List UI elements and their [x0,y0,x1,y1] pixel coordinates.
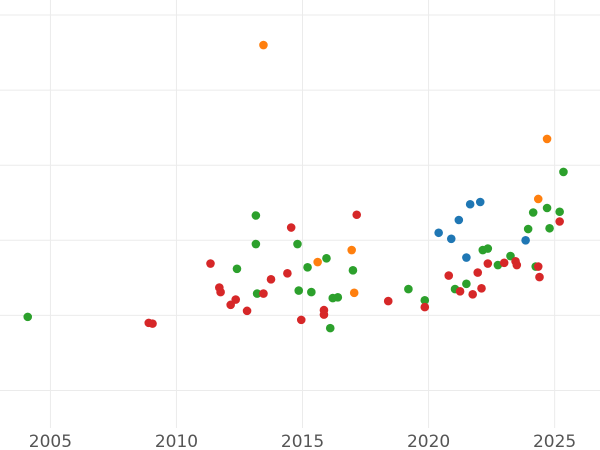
scatter-point [475,197,485,207]
scatter-point [454,215,464,225]
scatter-point [528,208,538,217]
scatter-point [259,40,268,50]
scatter-point [307,287,316,297]
scatter-point [251,239,261,249]
scatter-point [523,224,533,234]
x-tick-label: 2010 [155,432,198,450]
scatter-point [533,262,543,271]
x-tick-label: 2025 [533,432,576,450]
x-tick-label: 2015 [281,432,324,450]
scatter-point [420,302,430,312]
scatter-point [325,323,335,333]
scatter-point [545,223,554,233]
scatter-point [512,260,522,270]
scatter-point [455,287,465,296]
scatter-point [148,319,157,328]
scatter-point [286,223,296,232]
scatter-point [462,253,471,262]
scatter-point [293,239,302,249]
scatter-point [446,234,456,244]
scatter-point [483,259,493,268]
scatter-point [303,263,312,272]
scatter-point [383,296,393,306]
scatter-point [333,293,343,302]
scatter-point [404,284,413,294]
scatter-point [349,288,359,298]
scatter-point [23,312,33,322]
scatter-point [259,289,268,298]
scatter-point [266,275,276,284]
scatter-point [206,259,215,268]
scatter-point [473,268,483,277]
scatter-point [465,199,475,209]
scatter-point [347,245,356,255]
scatter-point [434,228,443,238]
scatter-point [319,310,329,319]
scatter-point [231,295,241,304]
x-tick-label: 2020 [407,432,450,450]
scatter-point [313,257,322,267]
scatter-point [420,296,430,305]
scatter-point [242,306,252,316]
scatter-point [352,210,362,220]
scatter-point [555,217,564,226]
scatter-point [322,253,331,263]
scatter-point [462,279,471,289]
scatter-point [535,272,544,282]
scatter-point [252,289,262,298]
scatter-point [499,258,509,268]
scatter-point [294,286,304,295]
scatter-point [296,315,306,325]
scatter-point [477,284,486,293]
scatter-point [483,244,493,253]
scatter-point [216,287,225,297]
scatter-point [521,235,530,245]
scatter-point [559,167,568,177]
scatter-point [232,264,242,274]
scatter-point [251,211,261,220]
scatter-point [348,266,358,275]
scatter-point [468,290,477,299]
scatter-point [555,207,564,217]
x-tick-label: 2005 [29,432,72,450]
scatter-point [533,194,543,204]
scatter-point [542,203,552,213]
scatter-point [283,269,292,278]
scatter-point [444,271,454,280]
scatter-point [542,134,552,144]
